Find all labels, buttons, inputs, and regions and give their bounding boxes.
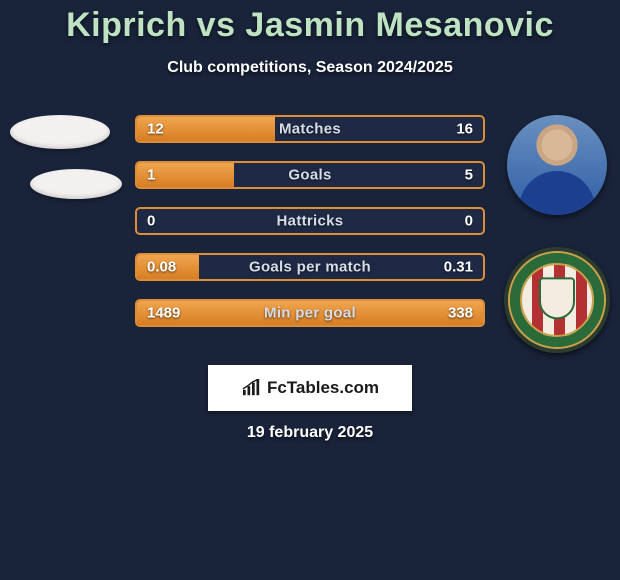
stat-row-matches: 12 Matches 16	[135, 115, 485, 143]
stat-value-right: 0	[465, 213, 473, 230]
player-avatar-placeholder	[10, 115, 110, 149]
branding-box: FcTables.com	[208, 365, 412, 411]
stat-value-left: 12	[147, 121, 164, 138]
club-badge-placeholder	[30, 169, 122, 199]
stat-value-left: 0.08	[147, 259, 176, 276]
club-badge	[504, 247, 610, 353]
right-player-avatar-group	[504, 115, 610, 353]
player-photo	[507, 115, 607, 215]
stat-label: Matches	[279, 121, 341, 138]
stat-label: Hattricks	[277, 213, 344, 230]
stat-bars: 12 Matches 16 1 Goals 5 0 Hattricks 0 0.…	[135, 115, 485, 327]
stat-value-right: 0.31	[444, 259, 473, 276]
stat-label: Goals	[288, 167, 331, 184]
page-subtitle: Club competitions, Season 2024/2025	[0, 59, 620, 77]
stat-row-hattricks: 0 Hattricks 0	[135, 207, 485, 235]
stat-value-left: 0	[147, 213, 155, 230]
fctables-logo-icon	[241, 379, 263, 397]
club-crest-icon	[539, 277, 575, 319]
stat-value-left: 1	[147, 167, 155, 184]
stats-panel: 12 Matches 16 1 Goals 5 0 Hattricks 0 0.…	[0, 115, 620, 345]
stat-value-right: 16	[456, 121, 473, 138]
branding-text: FcTables.com	[267, 378, 379, 398]
left-player-avatar-group	[10, 115, 122, 199]
stat-value-right: 5	[465, 167, 473, 184]
stat-row-goals-per-match: 0.08 Goals per match 0.31	[135, 253, 485, 281]
stat-label: Goals per match	[249, 259, 371, 276]
stat-value-left: 1489	[147, 305, 180, 322]
stat-row-goals: 1 Goals 5	[135, 161, 485, 189]
page-title: Kiprich vs Jasmin Mesanovic	[0, 0, 620, 45]
stat-value-right: 338	[448, 305, 473, 322]
stat-row-min-per-goal: 1489 Min per goal 338	[135, 299, 485, 327]
footer-date: 19 february 2025	[0, 424, 620, 442]
stat-label: Min per goal	[264, 305, 356, 322]
